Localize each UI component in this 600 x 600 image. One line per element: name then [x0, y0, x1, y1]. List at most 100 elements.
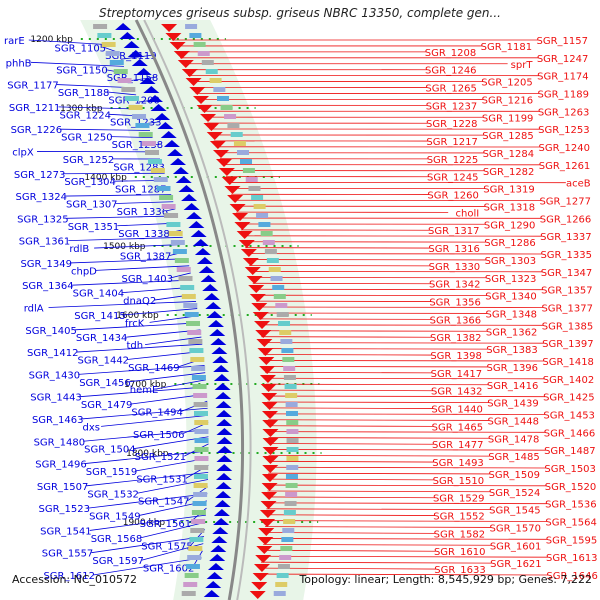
- gene-label[interactable]: SGR_1237: [426, 101, 478, 112]
- gene-label[interactable]: SGR_1356: [429, 298, 481, 309]
- gene-label[interactable]: SGR_1529: [433, 494, 485, 505]
- gene-label[interactable]: SGR_1646: [546, 571, 598, 582]
- gene-label[interactable]: sprT: [511, 60, 534, 71]
- gene-label[interactable]: SGR_1480: [34, 437, 86, 448]
- gene-label[interactable]: SGR_1524: [489, 488, 541, 499]
- gene-label[interactable]: SGR_1523: [39, 504, 91, 515]
- gene-label[interactable]: SGR_1536: [545, 500, 597, 511]
- gene-label[interactable]: SGR_1521: [135, 452, 187, 463]
- gene-label[interactable]: SGR_1290: [484, 220, 536, 231]
- gene-label[interactable]: SGR_1240: [538, 143, 590, 154]
- gene-label[interactable]: SGR_1208: [425, 48, 477, 59]
- gene-label[interactable]: SGR_1439: [487, 399, 539, 410]
- gene-label[interactable]: SGR_1283: [113, 162, 164, 173]
- gene-label[interactable]: SGR_1157: [537, 36, 589, 47]
- gene-label[interactable]: SGR_1362: [486, 327, 538, 338]
- gene-label[interactable]: SGR_1434: [76, 333, 128, 344]
- gene-label[interactable]: SGR_1463: [32, 415, 84, 426]
- gene-label[interactable]: SGR_1601: [490, 541, 542, 552]
- gene-label[interactable]: SGR_1247: [537, 54, 589, 65]
- gene-label[interactable]: SGR_1547: [138, 497, 190, 508]
- gene-label[interactable]: SGR_1245: [427, 173, 479, 184]
- gene-label[interactable]: SGR_1557: [42, 549, 94, 560]
- gene-label[interactable]: SGR_1246: [425, 66, 477, 77]
- gene-label[interactable]: SGR_1496: [35, 460, 87, 471]
- gene-label[interactable]: SGR_1252: [63, 155, 114, 166]
- gene-label[interactable]: SGR_1337: [540, 232, 592, 243]
- gene-label[interactable]: SGR_1621: [490, 559, 542, 570]
- gene-label[interactable]: SGR_1532: [87, 489, 138, 500]
- gene-label[interactable]: SGR_1442: [78, 356, 130, 367]
- gene-label[interactable]: SGR_1570: [490, 523, 542, 534]
- gene-label[interactable]: SGR_1610: [434, 547, 486, 558]
- gene-label[interactable]: SGR_1361: [19, 237, 71, 248]
- gene-label[interactable]: SGR_1396: [487, 363, 539, 374]
- gene-label[interactable]: SGR_1595: [546, 535, 598, 546]
- gene-label[interactable]: chpD: [71, 266, 97, 277]
- gene-label[interactable]: SGR_1174: [537, 72, 589, 83]
- gene-label[interactable]: SGR_1228: [426, 119, 478, 130]
- gene-label[interactable]: SGR_1564: [545, 518, 597, 529]
- gene-label[interactable]: SGR_1440: [431, 405, 483, 416]
- gene-label[interactable]: SGR_1494: [131, 408, 183, 419]
- gene-label[interactable]: SGR_1402: [543, 375, 595, 386]
- gene-label[interactable]: SGR_1404: [73, 289, 125, 300]
- gene-label[interactable]: SGR_1319: [483, 185, 535, 196]
- gene-label[interactable]: SGR_1364: [22, 281, 74, 292]
- gene-label[interactable]: SGR_1387: [120, 251, 172, 262]
- gene-label[interactable]: SGR_1377: [541, 304, 593, 315]
- gene-label[interactable]: SGR_1284: [483, 149, 535, 160]
- gene-label[interactable]: SGR_1216: [482, 95, 534, 106]
- gene-label[interactable]: dnaQ2: [123, 296, 156, 307]
- gene-label[interactable]: SGR_1287: [115, 185, 166, 196]
- gene-label[interactable]: SGR_1336: [117, 207, 169, 218]
- gene-label[interactable]: SGR_1318: [484, 202, 536, 213]
- gene-label[interactable]: SGR_1602: [143, 564, 195, 575]
- gene-label[interactable]: SGR_1633: [434, 565, 486, 576]
- gene-label[interactable]: SGR_1552: [433, 512, 485, 523]
- gene-label[interactable]: SGR_1303: [485, 256, 537, 267]
- gene-label[interactable]: SGR_1432: [431, 387, 483, 398]
- gene-label[interactable]: SGR_1612: [43, 571, 95, 582]
- gene-label[interactable]: SGR_1541: [40, 526, 92, 537]
- gene-label[interactable]: SGR_1177: [7, 81, 59, 92]
- gene-label[interactable]: SGR_1507: [37, 482, 88, 493]
- gene-label[interactable]: SGR_1277: [539, 197, 591, 208]
- gene-label[interactable]: SGR_1325: [17, 214, 68, 225]
- gene-label[interactable]: SGR_1266: [540, 214, 592, 225]
- gene-label[interactable]: SGR_1225: [427, 155, 479, 166]
- gene-label[interactable]: SGR_1273: [14, 170, 66, 181]
- gene-label[interactable]: SGR_1285: [482, 131, 534, 142]
- gene-label[interactable]: SGR_1477: [432, 440, 484, 451]
- gene-label[interactable]: SGR_1485: [488, 452, 540, 463]
- gene-label[interactable]: clpX: [12, 147, 34, 158]
- gene-label[interactable]: SGR_1448: [488, 416, 540, 427]
- gene-label[interactable]: SGR_1188: [58, 88, 110, 99]
- gene-label[interactable]: SGR_1342: [429, 280, 481, 291]
- gene-label[interactable]: SGR_1415: [74, 311, 126, 322]
- gene-label[interactable]: SGR_1286: [484, 238, 536, 249]
- gene-label[interactable]: SGR_1217: [426, 137, 478, 148]
- gene-label[interactable]: SGR_1224: [59, 110, 110, 121]
- gene-label[interactable]: SGR_1597: [92, 556, 144, 567]
- gene-label[interactable]: SGR_1317: [428, 226, 480, 237]
- gene-label[interactable]: SGR_1304: [64, 177, 116, 188]
- gene-label[interactable]: SGR_1503: [544, 464, 596, 475]
- gene-label[interactable]: SGR_1469: [128, 363, 180, 374]
- gene-label[interactable]: SGR_1456: [79, 378, 130, 389]
- gene-label[interactable]: SGR_1510: [433, 476, 485, 487]
- gene-label[interactable]: SGR_1403: [122, 274, 173, 285]
- gene-label[interactable]: SGR_1425: [543, 393, 595, 404]
- gene-label[interactable]: SGR_1323: [485, 274, 537, 285]
- gene-label[interactable]: SGR_1398: [430, 351, 482, 362]
- gene-label[interactable]: SGR_1385: [542, 321, 594, 332]
- gene-label[interactable]: SGR_1265: [425, 84, 477, 95]
- gene-label[interactable]: SGR_1324: [16, 192, 68, 203]
- gene-label[interactable]: SGR_1416: [487, 381, 539, 392]
- gene-label[interactable]: SGR_1382: [430, 333, 482, 344]
- gene-label[interactable]: SGR_1181: [481, 42, 533, 53]
- gene-label[interactable]: SGR_1282: [483, 167, 535, 178]
- gene-label[interactable]: SGR_1545: [489, 506, 541, 517]
- gene-label[interactable]: SGR_1466: [544, 428, 596, 439]
- gene-label[interactable]: SGR_1238: [112, 140, 164, 151]
